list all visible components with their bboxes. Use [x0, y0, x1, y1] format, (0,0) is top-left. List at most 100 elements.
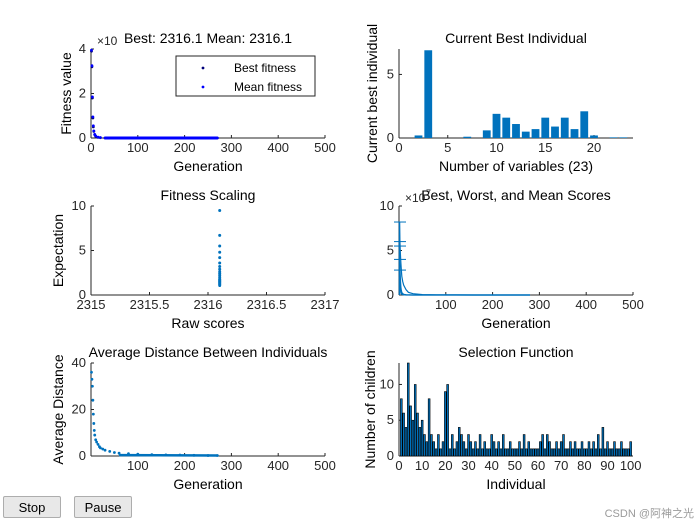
bar: [402, 412, 405, 457]
bar: [474, 441, 477, 457]
x-axis-label: Number of variables (23): [439, 158, 593, 174]
watermark-text: CSDN @阿神之光: [604, 508, 694, 520]
x-tick-label: 20: [587, 140, 601, 155]
y-tick-label: 2: [79, 86, 86, 101]
x-tick-label: 0: [395, 458, 402, 473]
bar: [432, 441, 435, 457]
y-tick-label: 5: [387, 66, 394, 81]
scaling-point: [218, 244, 222, 248]
y-axis-label: Number of children: [362, 350, 378, 468]
pause-button[interactable]: Pause: [74, 496, 132, 518]
bar: [539, 441, 542, 457]
y-axis-label: Expectation: [50, 214, 66, 287]
bar: [404, 427, 408, 457]
distance-point: [95, 440, 99, 444]
bar: [606, 441, 609, 457]
bar: [482, 130, 491, 138]
stop-button[interactable]: Stop: [3, 496, 61, 518]
x-tick-label: 300: [221, 458, 243, 473]
bar: [439, 448, 442, 457]
bar: [460, 434, 463, 457]
legend: Best fitness Mean fitness: [175, 55, 316, 97]
bar: [562, 434, 565, 457]
bar: [597, 434, 600, 457]
bar: [608, 448, 612, 457]
x-tick-label: 10: [415, 458, 429, 473]
bar: [437, 434, 440, 457]
y-tick-label: 0: [387, 287, 394, 302]
bar: [585, 448, 588, 457]
bar: [557, 448, 561, 457]
distance-point: [93, 433, 97, 437]
bar: [553, 448, 556, 457]
legend-box: [175, 55, 316, 97]
bar: [580, 441, 584, 457]
scaling-point: [218, 208, 222, 212]
x-tick-label: 500: [314, 140, 336, 155]
bar: [543, 448, 547, 457]
bar: [430, 434, 433, 457]
y-tick-label: 0: [79, 130, 86, 145]
bar: [407, 362, 410, 457]
exponent-label: ×10: [97, 34, 118, 48]
bar: [448, 448, 452, 457]
bar: [541, 117, 550, 138]
bar: [518, 441, 521, 457]
y-tick-label: 10: [380, 376, 394, 391]
bar: [495, 448, 498, 457]
bar: [515, 448, 519, 457]
bar: [559, 441, 563, 457]
bar: [483, 441, 486, 457]
x-tick-label: 2316.5: [247, 297, 287, 312]
bar: [536, 448, 540, 457]
x-tick-label: 2315: [77, 297, 106, 312]
plot-area: [399, 206, 633, 295]
x-axis-label: Raw scores: [171, 315, 244, 331]
bar: [520, 448, 524, 457]
distance-point: [113, 451, 116, 454]
scaling-point: [218, 233, 222, 237]
x-tick-label: 100: [435, 297, 457, 312]
bar: [424, 50, 433, 139]
bar: [580, 111, 589, 138]
bar: [499, 448, 503, 457]
bar: [416, 412, 419, 457]
bar: [590, 135, 598, 138]
x-axis-label: Generation: [173, 158, 242, 174]
bar: [570, 129, 579, 138]
y-tick-label: 5: [79, 243, 86, 258]
bar: [453, 448, 456, 457]
x-tick-label: 200: [174, 458, 196, 473]
distance-point: [103, 448, 107, 452]
bar: [532, 448, 535, 457]
x-tick-label: 2316: [194, 297, 223, 312]
distance-point: [94, 438, 98, 442]
distance-point: [91, 412, 95, 416]
y-tick-label: 10: [380, 198, 394, 213]
fitness-point: [96, 135, 100, 139]
x-tick-label: 15: [538, 140, 552, 155]
x-tick-label: 90: [600, 458, 614, 473]
x-tick-label: 400: [267, 140, 289, 155]
legend-label-mean: Mean fitness: [234, 80, 302, 94]
bar: [521, 131, 530, 138]
fitness-point: [91, 124, 95, 128]
bar: [455, 441, 459, 457]
distance-point: [91, 398, 95, 402]
bar: [599, 448, 602, 457]
bar: [497, 441, 500, 457]
plot-area: [399, 49, 633, 138]
best-worst-mean-scores-plot: 100 200 300 400 500 0 5 10 Best, Worst, and Mean…: [380, 187, 644, 331]
bar: [464, 448, 468, 457]
y-axis-label: Current best individual: [364, 24, 380, 163]
bar: [427, 398, 431, 457]
bar: [590, 448, 593, 457]
y-tick-label: 0: [79, 448, 86, 463]
current-best-individual-plot: 0 5 10 15 20 0 5 Current Best Individual Number …: [364, 24, 633, 174]
bar: [511, 448, 514, 457]
y-axis-label: Fitness value: [58, 52, 74, 135]
bar: [400, 398, 403, 457]
x-tick-label: 500: [622, 297, 644, 312]
bar: [451, 434, 454, 457]
